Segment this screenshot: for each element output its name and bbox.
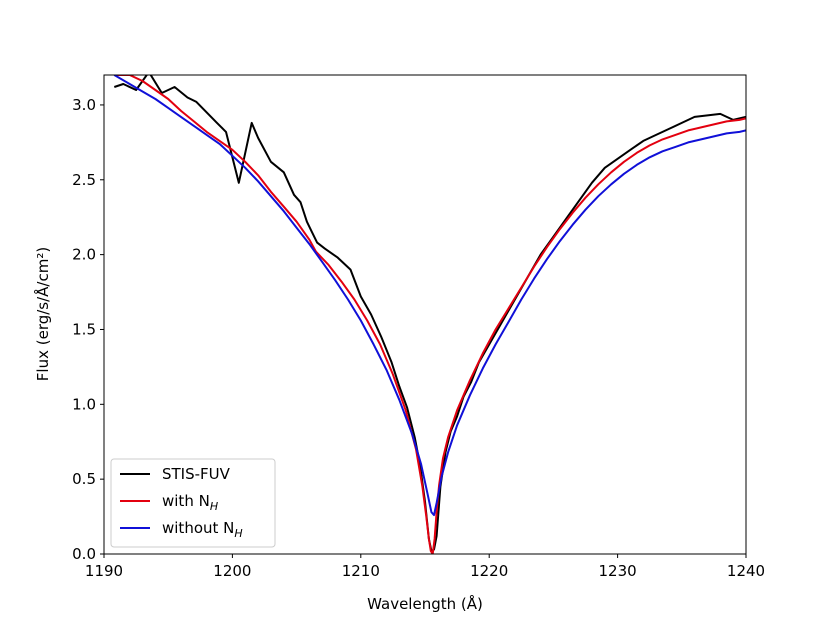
y-tick-label: 3.0 [72,96,96,114]
y-tick-label: 1.0 [72,395,96,413]
legend-label: with NH [162,492,218,513]
x-axis: 1190 1200 1210 1220 1230 1240 [85,554,765,580]
y-tick-label: 0.5 [72,470,96,488]
series-line-2 [114,75,746,554]
legend-box [110,458,276,548]
legend: STIS-FUV with NH without NH [110,458,276,548]
y-tick-label: 2.5 [72,171,96,189]
x-tick-label: 1240 [727,562,765,580]
x-tick-label: 1200 [213,562,251,580]
y-tick-label: 2.0 [72,246,96,264]
legend-label: without NH [162,519,243,540]
y-tick-label: 0.0 [72,545,96,563]
y-axis-label: Flux (erg/s/Å/cm²) [33,247,52,381]
y-axis: 0.0 0.5 1.0 1.5 2.0 2.5 3.0 [72,96,104,563]
plot-frame [103,74,747,555]
series-layer [113,75,746,554]
x-axis-label: Wavelength (Å) [367,594,483,613]
series-line-3 [113,75,746,517]
legend-label: STIS-FUV [162,465,231,483]
x-tick-label: 1190 [85,562,123,580]
x-tick-label: 1230 [599,562,637,580]
y-tick-label: 1.5 [72,320,96,338]
x-tick-label: 1220 [470,562,508,580]
x-tick-label: 1210 [342,562,380,580]
